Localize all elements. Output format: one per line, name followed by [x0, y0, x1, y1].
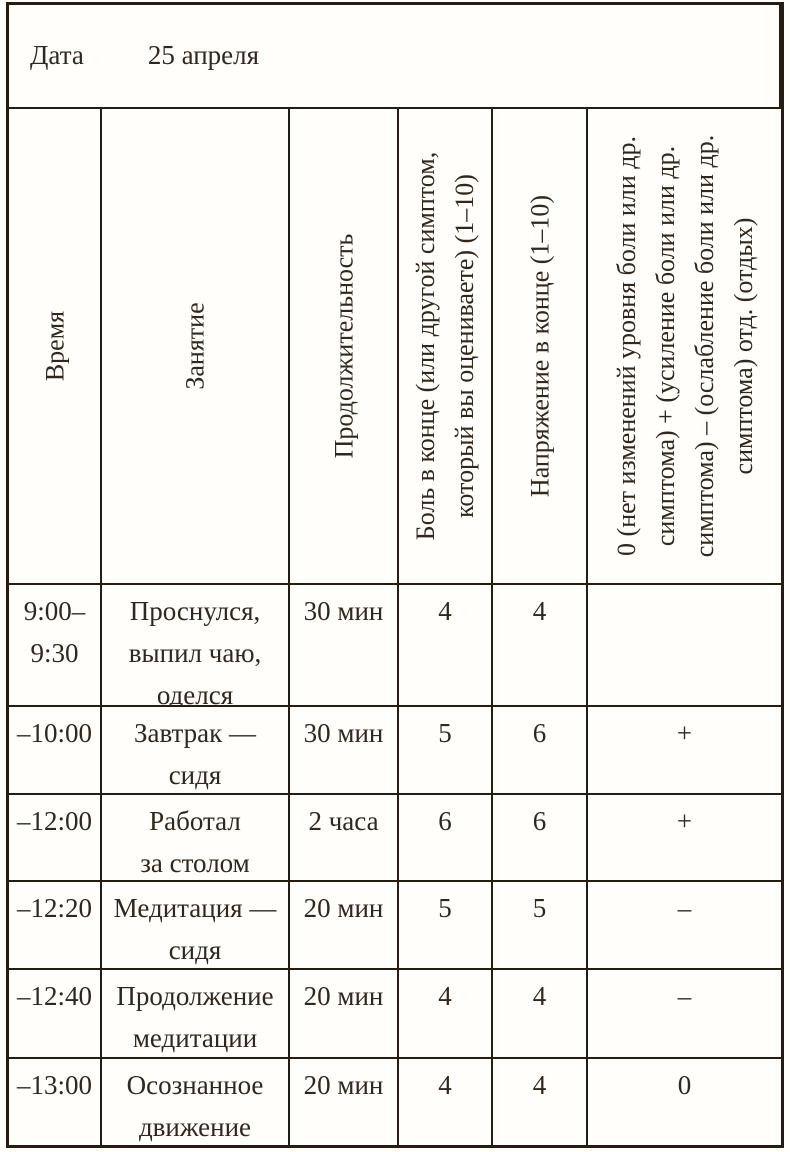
- header-change: 0 (нет изменений уровня боли или др. сим…: [588, 109, 781, 585]
- tension-cell-4: 5: [493, 882, 588, 970]
- header-time-label: Время: [40, 310, 69, 382]
- date-row: Дата 25 апреля: [9, 5, 781, 109]
- header-pain-label: Боль в конце (или другой симптом, которы…: [411, 151, 479, 541]
- time-cell-1: 9:00– 9:30: [9, 585, 102, 707]
- header-time: Время: [9, 109, 102, 585]
- time-cell-4: –12:20: [9, 882, 102, 970]
- date-label: Дата: [30, 40, 84, 71]
- header-change-label: 0 (нет изменений уровня боли или др. сим…: [611, 134, 758, 558]
- date-value: 25 апреля: [147, 40, 260, 71]
- activity-cell-4: Медитация — сидя: [102, 882, 290, 970]
- duration-cell-5: 20 мин: [290, 970, 399, 1059]
- pain-cell-3: 6: [399, 795, 493, 882]
- pain-cell-1: 4: [399, 585, 493, 707]
- header-tension-label: Напряжение в конце (1–10): [525, 194, 554, 498]
- duration-cell-6: 20 мин: [290, 1059, 399, 1145]
- pain-cell-6: 4: [399, 1059, 493, 1145]
- header-activity: Занятие: [102, 109, 290, 585]
- time-cell-6: –13:00: [9, 1059, 102, 1145]
- header-duration: Продолжительность: [290, 109, 399, 585]
- time-cell-2: –10:00: [9, 707, 102, 795]
- change-cell-5: –: [588, 970, 781, 1059]
- header-pain: Боль в конце (или другой симптом, которы…: [399, 109, 493, 585]
- activity-diary-table: Дата 25 апреля Время Занятие Продолжител…: [6, 2, 784, 1148]
- change-cell-6: 0: [677, 1070, 692, 1100]
- change-cell-4: –: [588, 882, 781, 970]
- pain-cell-5: 4: [399, 970, 493, 1059]
- time-cell-3: –12:00: [9, 795, 102, 882]
- change-cell-3: +: [588, 795, 781, 882]
- tension-cell-1: 4: [493, 585, 588, 707]
- tension-cell-5: 4: [493, 970, 588, 1059]
- change-cell-1: [588, 585, 781, 707]
- time-cell-5: –12:40: [9, 970, 102, 1059]
- activity-cell-2: Завтрак — сидя: [102, 707, 290, 795]
- tension-cell-6: 4: [493, 1059, 588, 1145]
- header-duration-label: Продолжительность: [329, 233, 358, 459]
- activity-cell-6: Осознанное движение: [102, 1059, 290, 1145]
- pain-cell-4: 5: [399, 882, 493, 970]
- activity-cell-1: Проснулся, выпил чаю, оделся: [102, 585, 290, 707]
- change-cell-2: +: [588, 707, 781, 795]
- tension-cell-3: 6: [493, 795, 588, 882]
- activity-cell-5: Продолжение медитации: [102, 970, 290, 1059]
- tension-cell-2: 6: [493, 707, 588, 795]
- duration-cell-2: 30 мин: [290, 707, 399, 795]
- header-activity-label: Занятие: [180, 302, 210, 390]
- activity-cell-3: Работал за столом: [102, 795, 290, 882]
- header-tension: Напряжение в конце (1–10): [493, 109, 588, 585]
- duration-cell-4: 20 мин: [290, 882, 399, 970]
- pain-cell-2: 5: [399, 707, 493, 795]
- duration-cell-3: 2 часа: [290, 795, 399, 882]
- duration-cell-1: 30 мин: [290, 585, 399, 707]
